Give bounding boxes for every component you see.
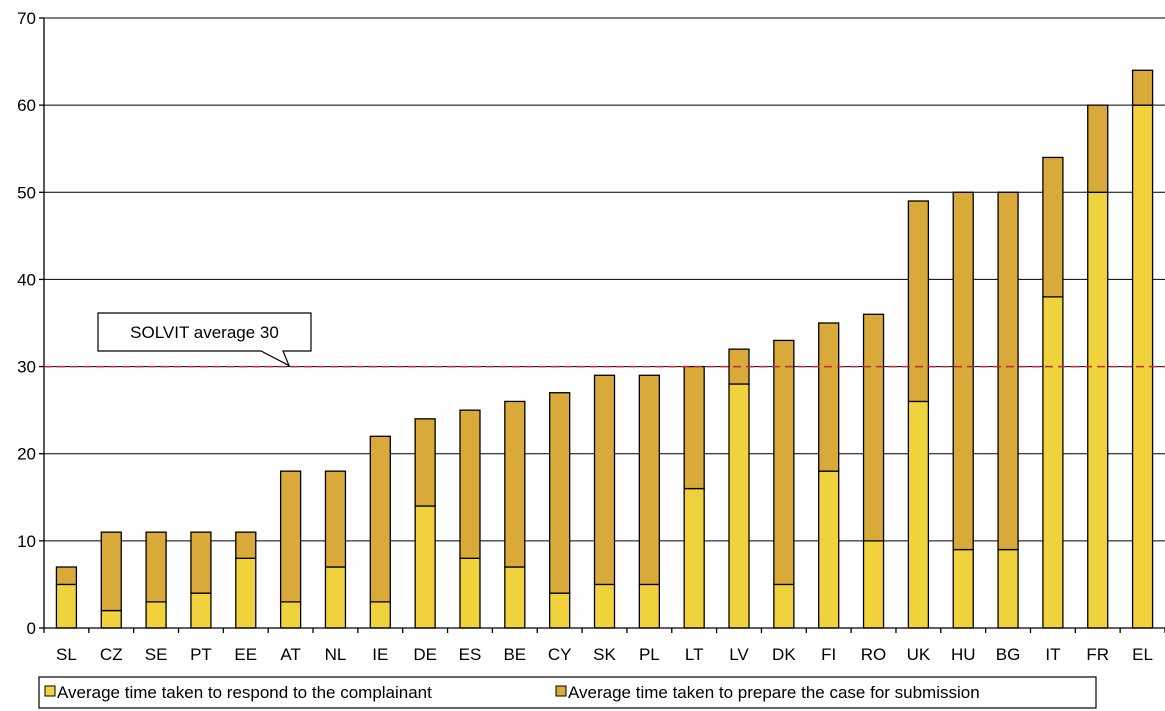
bar-CY-respond	[549, 592, 571, 629]
x-tick-label-FR: FR	[1086, 645, 1109, 664]
x-tick-label-SK: SK	[593, 645, 616, 664]
y-tick-labels: 0 10 20 30 40 50 60 70	[17, 9, 36, 638]
bar-DE-respond	[414, 505, 436, 629]
bar-RO-respond	[862, 540, 885, 629]
bar-FI-respond	[818, 470, 840, 629]
bar-SL-prepare	[55, 566, 78, 586]
bar-LT-respond	[683, 487, 705, 629]
bar-DE-prepare	[414, 418, 436, 507]
bar-UK-respond	[907, 400, 930, 629]
y-tick-label: 60	[17, 96, 36, 115]
x-tick-label-SE: SE	[145, 645, 168, 664]
bars	[55, 69, 1154, 629]
x-tick-label-IT: IT	[1045, 645, 1060, 664]
bar-ES-respond	[459, 557, 481, 629]
x-tick-label-SL: SL	[56, 645, 77, 664]
x-tick-label-EL: EL	[1132, 645, 1153, 664]
x-tick-label-IE: IE	[372, 645, 388, 664]
bar-PL-respond	[638, 583, 660, 629]
bar-EE-prepare	[235, 531, 257, 559]
bar-CZ-prepare	[100, 531, 122, 612]
bar-BE-prepare	[504, 400, 526, 568]
bar-BG-respond	[997, 548, 1019, 629]
bar-SE-prepare	[145, 531, 167, 603]
legend-frame	[38, 676, 1097, 709]
y-tick-label: 50	[17, 183, 36, 202]
x-tick-label-LT: LT	[685, 645, 704, 664]
bar-HU-prepare	[952, 191, 974, 551]
bar-DK-respond	[773, 583, 795, 629]
bar-IE-prepare	[369, 435, 391, 603]
bar-PT-prepare	[190, 531, 212, 594]
bar-PT-respond	[190, 592, 212, 629]
y-tick-label: 40	[17, 270, 36, 289]
y-tick-label: 10	[17, 532, 36, 551]
bar-AT-respond	[279, 601, 302, 629]
reference-line-group: SOLVIT average 30	[44, 312, 1165, 368]
bar-SE-respond	[145, 601, 167, 629]
x-tick-label-ES: ES	[459, 645, 482, 664]
bar-LT-prepare	[683, 365, 705, 490]
bar-FI-prepare	[818, 322, 840, 472]
y-tick-label: 0	[27, 619, 36, 638]
bar-HU-respond	[952, 548, 974, 629]
bar-EE-respond	[235, 557, 257, 629]
x-tick-label-FI: FI	[821, 645, 836, 664]
x-tick-label-CZ: CZ	[100, 645, 123, 664]
bar-RO-prepare	[862, 313, 885, 542]
x-tick-label-AT: AT	[280, 645, 300, 664]
x-tick-label-PT: PT	[190, 645, 212, 664]
bar-IT-respond	[1042, 296, 1064, 629]
x-tick-label-DE: DE	[413, 645, 437, 664]
bar-SK-respond	[593, 583, 616, 629]
bar-DK-prepare	[773, 339, 795, 586]
bar-SL-respond	[55, 583, 78, 629]
axes	[39, 17, 1165, 633]
x-tick-label-LV: LV	[729, 645, 749, 664]
bar-BE-respond	[504, 566, 526, 629]
legend-label-prepare: Average time taken to prepare the case f…	[568, 683, 980, 702]
bar-CY-prepare	[549, 392, 571, 594]
bar-CZ-respond	[100, 609, 122, 629]
x-tick-label-HU: HU	[951, 645, 976, 664]
legend: Average time taken to respond to the com…	[38, 676, 1097, 709]
bar-IT-prepare	[1042, 156, 1064, 298]
solvit-average-label: SOLVIT average 30	[130, 323, 279, 342]
x-tick-label-RO: RO	[861, 645, 887, 664]
legend-label-respond: Average time taken to respond to the com…	[57, 683, 432, 702]
bar-LV-respond	[728, 383, 750, 629]
solvit-average-callout	[97, 312, 312, 367]
x-tick-label-BE: BE	[503, 645, 526, 664]
x-tick-label-DK: DK	[772, 645, 796, 664]
bar-NL-respond	[324, 566, 347, 629]
legend-swatch-prepare	[555, 685, 567, 697]
bar-FR-respond	[1087, 191, 1109, 629]
x-tick-label-NL: NL	[325, 645, 347, 664]
x-tick-label-UK: UK	[907, 645, 931, 664]
bar-UK-prepare	[907, 200, 930, 403]
bar-FR-prepare	[1087, 104, 1109, 193]
x-tick-label-CY: CY	[548, 645, 572, 664]
bar-NL-prepare	[324, 470, 347, 568]
x-tick-labels: SL CZ SE PT EE AT NL IE DE ES BE CY SK PL LT LV DK FI RO UK…	[56, 645, 1153, 664]
bar-AT-prepare	[279, 470, 302, 603]
bar-BG-prepare	[997, 191, 1019, 551]
bar-SK-prepare	[593, 374, 616, 586]
x-tick-label-EE: EE	[234, 645, 257, 664]
legend-swatch-respond	[44, 685, 56, 697]
bar-IE-respond	[369, 601, 391, 629]
y-tick-label: 70	[17, 9, 36, 28]
x-tick-label-BG: BG	[996, 645, 1021, 664]
bar-PL-prepare	[638, 374, 660, 586]
y-tick-label: 20	[17, 445, 36, 464]
x-tick-label-PL: PL	[639, 645, 660, 664]
bar-ES-prepare	[459, 409, 481, 559]
bar-EL-prepare	[1131, 69, 1154, 106]
y-tick-label: 30	[17, 358, 36, 377]
